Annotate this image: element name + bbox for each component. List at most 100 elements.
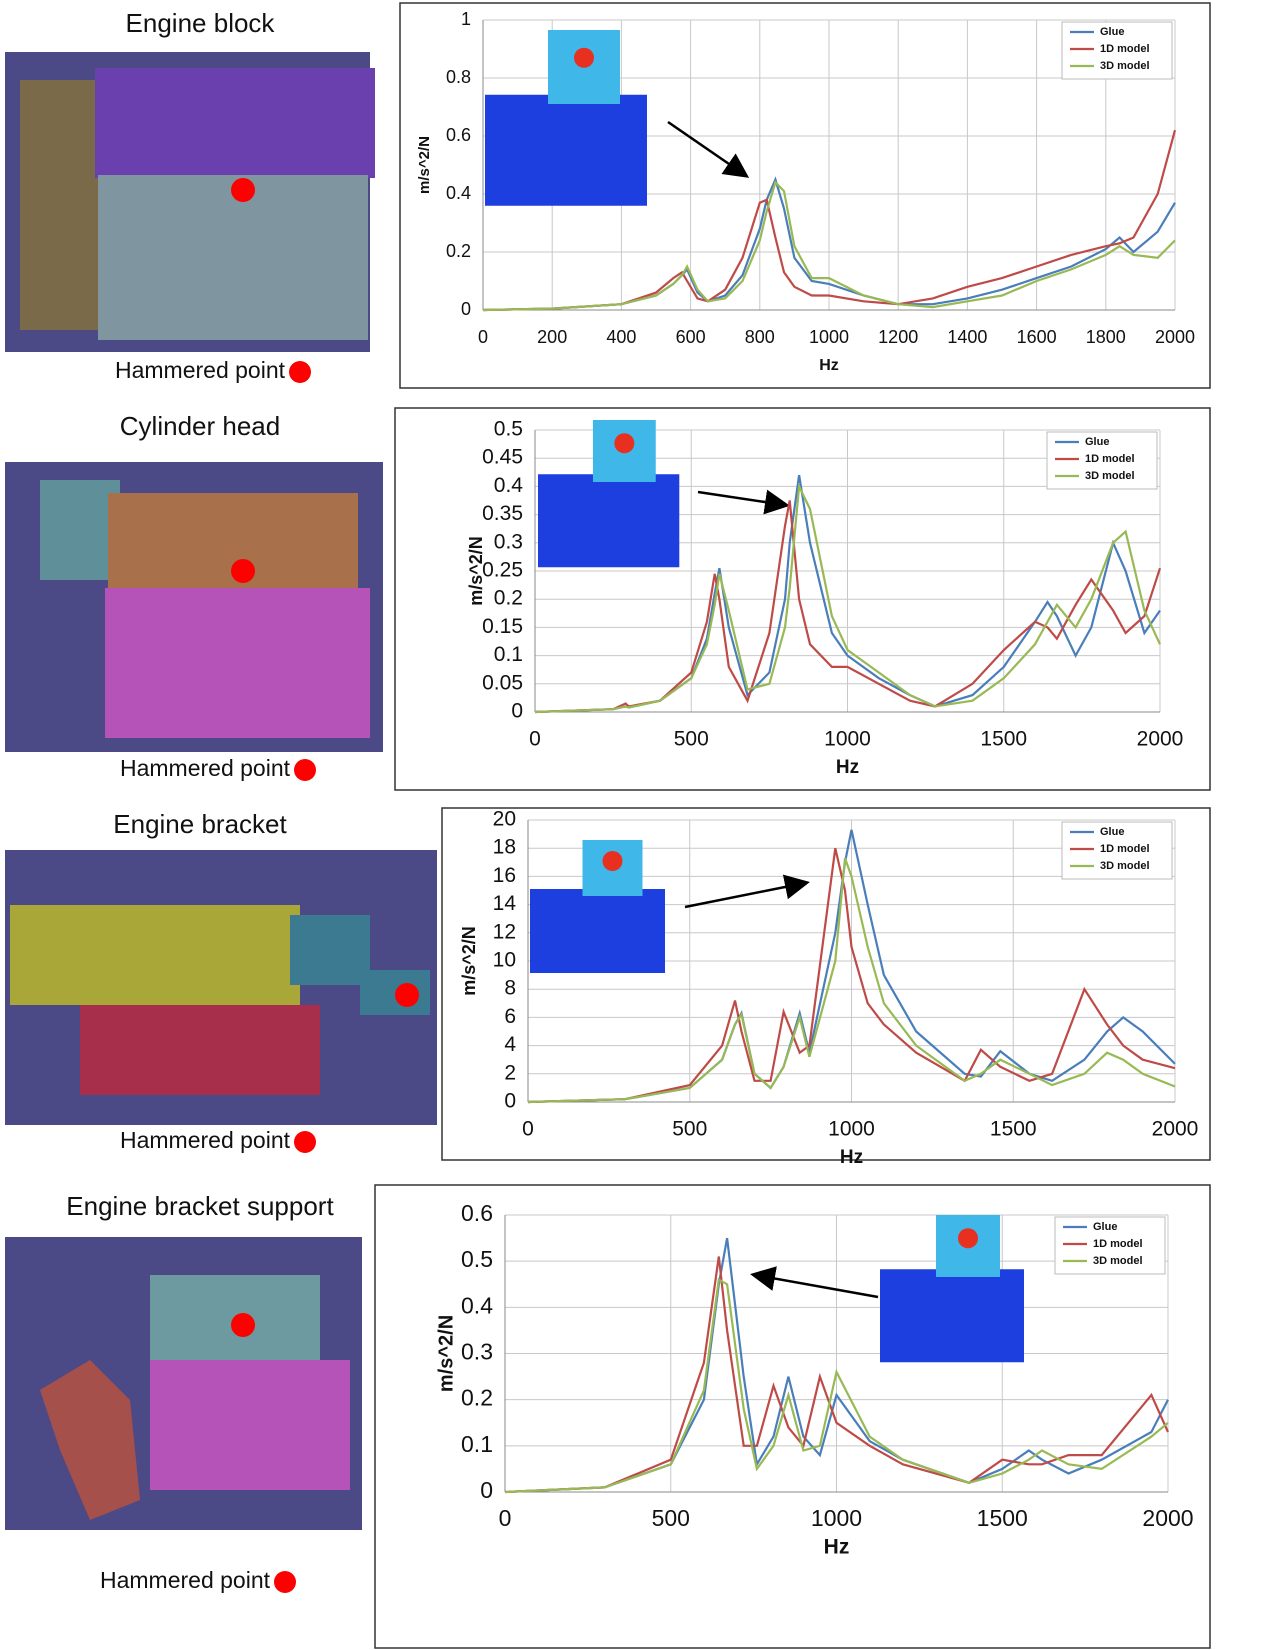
legend-label: 1D model [1085,453,1135,465]
y-axis-label: m/s^2/N [435,1315,457,1392]
y-axis-label: m/s^2/N [416,136,433,194]
model-image [5,850,437,1125]
y-axis-label: m/s^2/N [466,536,486,606]
x-tick-label: 1000 [828,1118,875,1141]
y-tick-label: 4 [504,1033,516,1056]
legend-label: 1D model [1100,843,1150,855]
legend-label: Glue [1100,826,1124,838]
y-tick-label: 0.5 [461,1246,493,1272]
y-tick-label: 20 [493,808,516,831]
legend-label: Glue [1085,436,1109,448]
model-image [5,1237,362,1530]
y-tick-label: 0.6 [461,1200,493,1226]
x-axis-label: Hz [819,357,839,374]
y-tick-label: 0.8 [446,67,471,87]
y-tick-label: 1 [461,9,471,29]
legend-label: 3D model [1100,860,1150,872]
x-tick-label: 1000 [811,1505,862,1531]
inset-image [880,1269,1024,1362]
x-tick-label: 1400 [947,327,987,347]
x-tick-label: 600 [676,327,706,347]
annotation: Hammered point [100,1567,271,1593]
y-tick-label: 10 [493,949,516,972]
y-tick-label: 0.25 [482,559,523,582]
x-tick-label: 1500 [980,728,1027,751]
y-tick-label: 0.15 [482,615,523,638]
y-tick-label: 16 [493,864,516,887]
x-axis-label: Hz [824,1536,850,1559]
x-axis-label: Hz [840,1147,863,1168]
x-tick-label: 0 [478,327,488,347]
y-tick-label: 0.45 [482,446,523,469]
x-tick-label: 500 [652,1505,690,1531]
legend-label: Glue [1100,26,1124,38]
x-tick-label: 400 [606,327,636,347]
y-tick-label: 0.1 [461,1431,493,1457]
x-tick-label: 1500 [990,1118,1037,1141]
panel-title: Engine bracket [113,809,287,839]
x-tick-label: 1000 [809,327,849,347]
y-tick-label: 0.4 [446,183,471,203]
panel-title: Engine block [126,8,276,38]
legend-label: 3D model [1100,60,1150,72]
model-image [5,462,383,752]
model-image [5,52,375,352]
y-tick-label: 0.3 [461,1339,493,1365]
inset-image [538,474,679,567]
y-tick-label: 6 [504,1005,516,1028]
y-tick-label: 0 [504,1090,516,1113]
y-tick-label: 0.5 [494,418,523,441]
y-axis-label: m/s^2/N [459,926,479,996]
x-tick-label: 2000 [1142,1505,1193,1531]
y-tick-label: 0.6 [446,125,471,145]
annotation: Hammered point [120,1127,291,1153]
hammer-marker [289,361,311,383]
y-tick-label: 12 [493,920,516,943]
x-tick-label: 1500 [977,1505,1028,1531]
inset-hotspot [614,433,634,453]
legend-label: 3D model [1093,1255,1143,1267]
x-tick-label: 0 [529,728,541,751]
x-tick-label: 0 [499,1505,512,1531]
x-tick-label: 1600 [1017,327,1057,347]
annotation: Hammered point [120,755,291,781]
y-tick-label: 0.3 [494,530,523,553]
x-tick-label: 1200 [878,327,918,347]
hammer-marker [294,759,316,781]
panel-title: Cylinder head [120,411,280,441]
y-tick-label: 0.4 [494,474,524,497]
y-tick-label: 2 [504,1061,516,1084]
x-tick-label: 0 [522,1118,534,1141]
x-tick-label: 500 [672,1118,707,1141]
inset-image [485,95,647,206]
y-tick-label: 0 [511,700,523,723]
x-axis-label: Hz [836,757,859,778]
y-tick-label: 0.2 [446,241,471,261]
inset-hotspot [574,48,594,68]
x-tick-label: 200 [537,327,567,347]
x-tick-label: 2000 [1152,1118,1199,1141]
y-tick-label: 0.05 [482,671,523,694]
y-tick-label: 8 [504,977,516,1000]
x-tick-label: 2000 [1155,327,1195,347]
x-tick-label: 500 [674,728,709,751]
annotation: Hammered point [115,357,286,383]
hammer-marker [294,1131,316,1153]
legend-label: Glue [1093,1221,1117,1233]
y-tick-label: 0.4 [461,1292,493,1318]
inset-image [530,889,665,973]
hammer-marker [274,1571,296,1593]
legend-label: 1D model [1100,43,1150,55]
x-tick-label: 1800 [1086,327,1126,347]
y-tick-label: 0 [480,1477,493,1503]
panel-title: Engine bracket support [66,1191,334,1221]
y-tick-label: 0.1 [494,643,523,666]
inset-hotspot [603,851,623,871]
x-tick-label: 800 [745,327,775,347]
legend-label: 1D model [1093,1238,1143,1250]
x-tick-label: 1000 [824,728,871,751]
figure: Engine block Hammered point 0 0.2 0.4 0.6 0.8 1… [0,0,1274,1650]
x-tick-label: 2000 [1137,728,1184,751]
y-tick-label: 18 [493,836,516,859]
y-tick-label: 0.2 [461,1385,493,1411]
